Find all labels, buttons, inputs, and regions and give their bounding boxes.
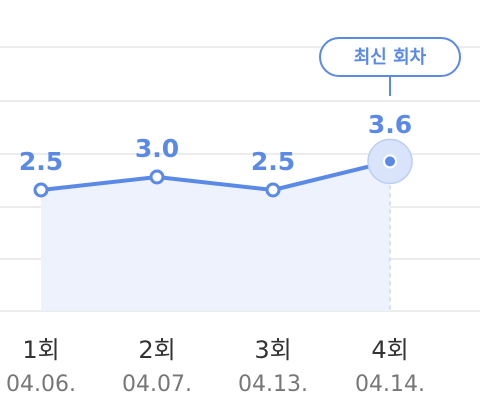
latest-round-badge: 최신 회차 xyxy=(319,37,461,96)
x-tick-label: 3회 xyxy=(254,336,291,364)
series-line xyxy=(39,159,392,192)
data-points: 2.5 3.0 2.5 3.6 xyxy=(19,110,413,198)
data-label: 3.6 xyxy=(368,110,412,139)
x-date-label: 04.06. xyxy=(6,372,76,397)
data-point xyxy=(383,154,397,169)
x-date-label: 04.07. xyxy=(122,372,192,397)
data-point xyxy=(149,169,165,185)
x-axis-labels: 1회 04.06. 2회 04.07. 3회 04.13. 4회 04.14. xyxy=(6,336,425,397)
data-label: 2.5 xyxy=(251,147,295,176)
latest-round-badge-label: 최신 회차 xyxy=(354,47,427,68)
data-point xyxy=(33,182,49,198)
x-tick-label: 1회 xyxy=(22,336,59,364)
data-label: 3.0 xyxy=(135,134,179,163)
area-fill xyxy=(41,161,390,311)
x-date-label: 04.13. xyxy=(238,372,308,397)
data-point xyxy=(265,182,281,198)
data-label: 2.5 xyxy=(19,147,63,176)
x-date-label: 04.14. xyxy=(355,372,425,397)
x-tick-label: 4회 xyxy=(371,336,408,364)
x-tick-label: 2회 xyxy=(138,336,175,364)
